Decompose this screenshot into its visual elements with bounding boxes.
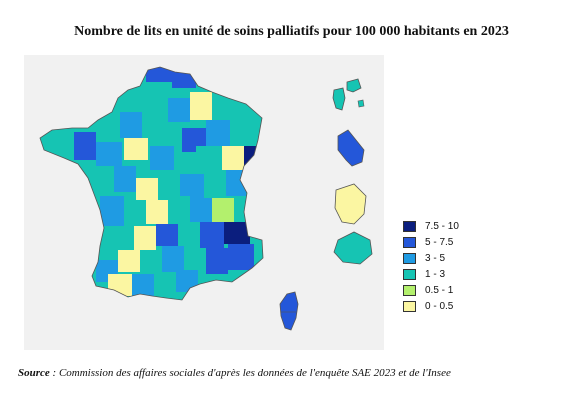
department [206, 120, 230, 146]
department [162, 246, 184, 272]
department [158, 170, 180, 194]
france-outline [39, 66, 264, 301]
department [120, 112, 142, 138]
department [140, 250, 162, 274]
guyane [334, 183, 367, 225]
department [40, 128, 68, 152]
department [168, 98, 190, 122]
department [96, 142, 122, 166]
legend-swatch [403, 285, 416, 296]
department [244, 146, 258, 172]
legend-item: 0.5 - 1 [403, 283, 459, 298]
department [118, 250, 140, 272]
source-label: Source [18, 367, 50, 379]
mainland-france [40, 67, 263, 300]
department [126, 92, 150, 112]
department [124, 138, 148, 160]
department [230, 108, 256, 134]
department [176, 270, 198, 292]
source-note: Source : Commission des affaires sociale… [18, 367, 451, 379]
department [156, 224, 178, 246]
department [74, 132, 96, 160]
department [196, 146, 222, 170]
department [92, 166, 114, 196]
legend-swatch [403, 253, 416, 264]
legend-item: 3 - 5 [403, 251, 459, 266]
department [134, 226, 156, 250]
department [180, 174, 204, 198]
legend-label: 0.5 - 1 [425, 285, 454, 296]
legend-item: 5 - 7.5 [403, 235, 459, 250]
corsica [279, 291, 299, 331]
legend-item: 0 - 0.5 [403, 299, 459, 314]
legend-label: 0 - 0.5 [425, 301, 454, 312]
department [114, 166, 136, 192]
department [206, 248, 228, 274]
department [190, 198, 212, 222]
department [168, 196, 190, 220]
legend-label: 5 - 7.5 [425, 237, 454, 248]
legend-label: 3 - 5 [425, 253, 446, 264]
legend-item: 1 - 3 [403, 267, 459, 282]
reunion [333, 231, 373, 265]
department [190, 92, 212, 120]
department [154, 272, 176, 296]
department [96, 120, 120, 142]
department [136, 178, 158, 200]
source-text: : Commission des affaires sociales d'apr… [49, 367, 451, 379]
legend-label: 1 - 3 [425, 269, 446, 280]
department [124, 200, 146, 226]
map-title: Nombre de lits en unité de soins palliat… [74, 24, 509, 39]
guadeloupe [332, 78, 365, 111]
department [150, 146, 174, 170]
department [226, 170, 246, 196]
department [96, 226, 118, 260]
department [142, 112, 164, 140]
department [212, 96, 230, 120]
department [184, 248, 206, 270]
department [200, 222, 224, 248]
department [234, 196, 250, 220]
legend-item: 7.5 - 10 [403, 219, 459, 234]
legend-swatch [403, 221, 416, 232]
legend: 7.5 - 10 5 - 7.5 3 - 5 1 - 3 0.5 - 1 0 -… [403, 219, 459, 315]
department [150, 82, 172, 98]
department [132, 274, 154, 296]
department [174, 152, 196, 174]
legend-swatch [403, 237, 416, 248]
legend-swatch [403, 269, 416, 280]
legend-label: 7.5 - 10 [425, 221, 459, 232]
department [146, 200, 168, 224]
department [146, 67, 170, 82]
department [204, 170, 226, 196]
legend-swatch [403, 301, 416, 312]
department [100, 196, 124, 226]
department [228, 244, 254, 270]
department [212, 198, 234, 222]
department [178, 222, 200, 248]
martinique [337, 129, 365, 167]
department [224, 222, 250, 244]
